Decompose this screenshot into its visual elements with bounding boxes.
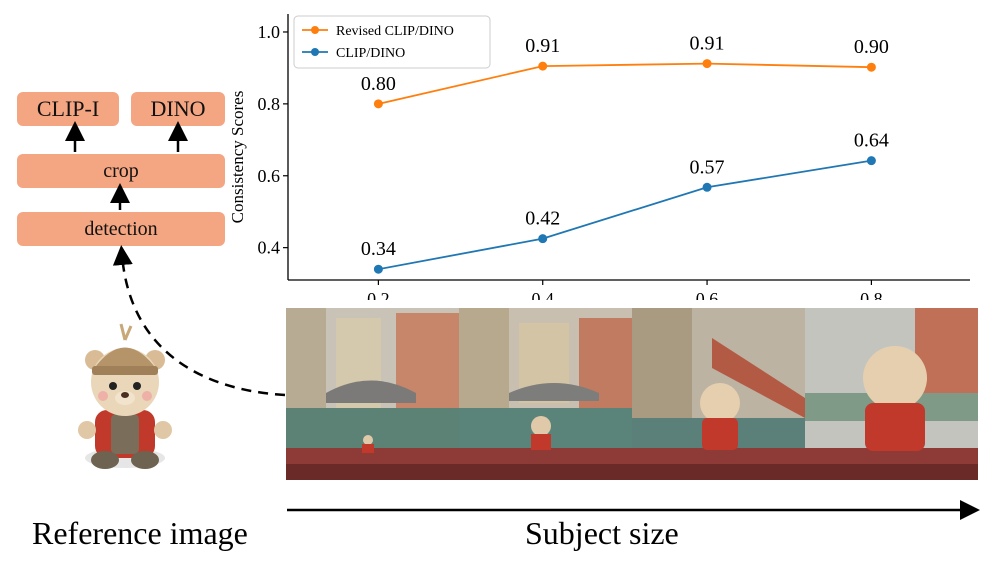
- dino-box: DINO: [131, 92, 225, 126]
- data-label: 0.42: [525, 208, 560, 230]
- legend-marker: [311, 48, 319, 56]
- clip-i-label: CLIP-I: [36, 96, 100, 121]
- data-point: [866, 62, 876, 72]
- subject-size-caption: Subject size: [525, 515, 679, 551]
- thumbnail-size-0-2: [286, 308, 459, 480]
- dino-label: DINO: [150, 96, 206, 121]
- crop-label: crop: [103, 159, 139, 182]
- data-label: 0.64: [854, 130, 889, 152]
- data-label: 0.91: [525, 35, 560, 57]
- x-tick-label: 0.2: [367, 289, 390, 300]
- y-tick-label: 1.0: [258, 22, 281, 42]
- data-label: 0.90: [854, 36, 889, 58]
- data-point: [538, 61, 548, 71]
- x-tick-label: 0.4: [531, 289, 554, 300]
- data-label: 0.34: [361, 238, 396, 260]
- series-line: [378, 62, 872, 105]
- detection-label: detection: [84, 217, 158, 240]
- consistency-chart: 0.4 0.6 0.8 1.0 0.2 0.4 0.6 0.8 Consistency Scor…: [228, 14, 970, 300]
- thumbnail-size-0-6: [632, 308, 805, 480]
- y-tick-label: 0.8: [258, 94, 281, 114]
- data-label: 0.91: [690, 33, 725, 55]
- data-point: [373, 99, 383, 109]
- data-point: [538, 234, 548, 244]
- reference-image-caption: Reference image: [32, 515, 248, 551]
- data-point: [866, 156, 876, 166]
- legend-label: Revised CLIP/DINO: [336, 24, 454, 39]
- reference-bear-image: [78, 323, 172, 469]
- thumbnail-size-0-8: [805, 308, 978, 480]
- x-tick-label: 0.8: [860, 289, 883, 300]
- clip-i-box: CLIP-I: [17, 92, 119, 126]
- crop-box: crop: [17, 154, 225, 188]
- data-label: 0.80: [361, 73, 396, 95]
- thumbnail-size-0-4: [459, 308, 632, 480]
- series-line: [378, 159, 872, 271]
- legend-marker: [311, 26, 319, 34]
- detection-box: detection: [17, 212, 225, 246]
- y-axis-label: Consistency Scores: [228, 91, 247, 224]
- x-tick-label: 0.6: [696, 289, 719, 300]
- legend-box: [293, 15, 491, 69]
- legend-label: CLIP/DINO: [336, 46, 405, 61]
- data-point: [702, 182, 712, 192]
- y-tick-label: 0.6: [258, 166, 281, 186]
- data-point: [702, 59, 712, 69]
- data-point: [373, 264, 383, 274]
- data-label: 0.57: [690, 156, 725, 178]
- y-tick-label: 0.4: [258, 238, 281, 258]
